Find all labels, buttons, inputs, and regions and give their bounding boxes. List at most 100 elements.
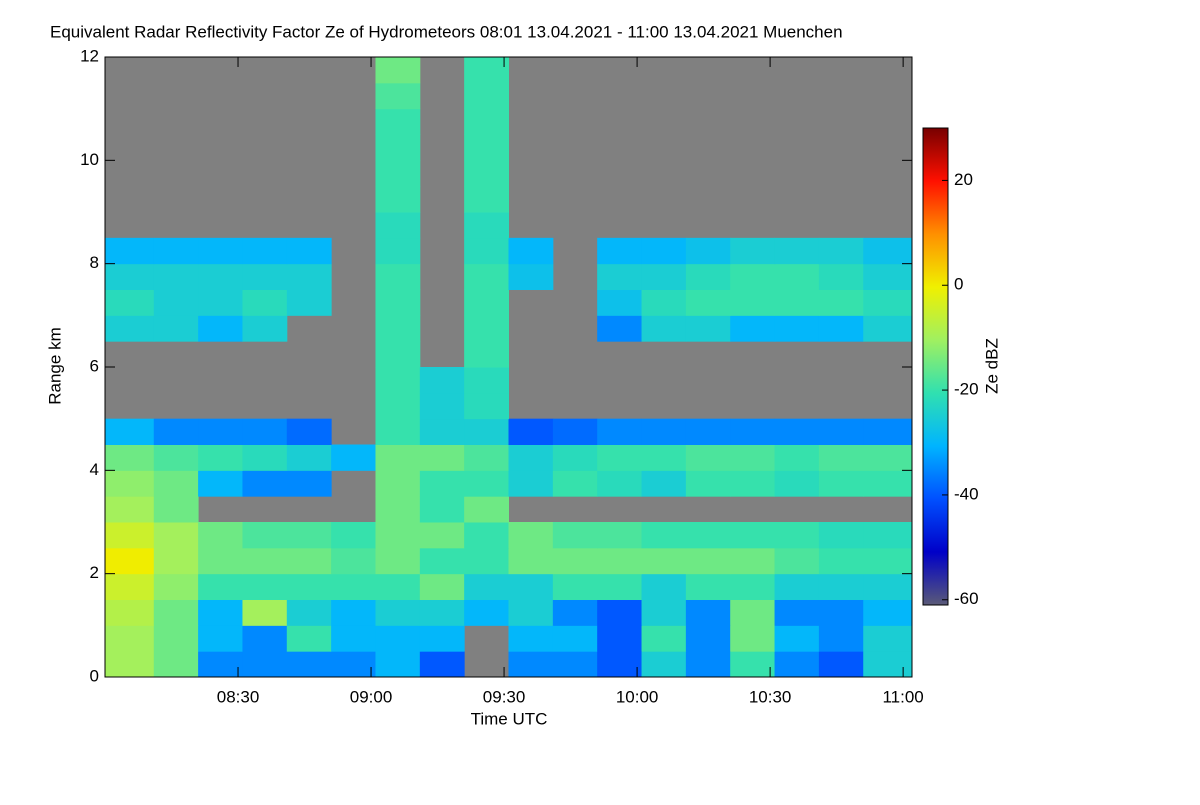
heatmap-cell	[198, 263, 243, 290]
heatmap-cell	[641, 315, 687, 342]
heatmap-cell	[597, 237, 643, 265]
heatmap-cell	[286, 599, 332, 626]
heatmap-cell	[286, 418, 332, 445]
heatmap-cell	[198, 470, 243, 497]
heatmap-cell	[375, 134, 421, 161]
x-tick-label: 11:00	[882, 687, 923, 706]
heatmap-cell	[242, 289, 288, 316]
heatmap-cell	[464, 237, 509, 265]
heatmap-cell	[375, 522, 421, 549]
heatmap-cell	[597, 315, 643, 342]
heatmap-cell	[863, 263, 913, 290]
heatmap-cell	[242, 651, 288, 678]
heatmap-cell	[375, 547, 421, 575]
heatmap-cell	[641, 522, 687, 549]
y-tick-label: 2	[90, 563, 99, 582]
heatmap-cell	[464, 134, 509, 161]
heatmap-cell	[105, 573, 155, 600]
heatmap-cell	[774, 444, 820, 471]
heatmap-cell	[685, 573, 731, 600]
heatmap-cell	[774, 289, 820, 316]
heatmap-cell	[153, 444, 199, 471]
heatmap-cell	[375, 341, 421, 368]
heatmap-cell	[153, 263, 199, 290]
heatmap-cell	[464, 315, 509, 342]
heatmap-cell	[685, 470, 731, 497]
heatmap-cell	[105, 418, 155, 445]
heatmap-cell	[464, 160, 509, 187]
heatmap-cell	[774, 547, 820, 575]
heatmap-cell	[198, 315, 243, 342]
heatmap-cell	[552, 547, 598, 575]
heatmap-cell	[552, 522, 598, 549]
heatmap-cell	[818, 573, 864, 600]
heatmap-cell	[419, 651, 465, 678]
heatmap-cell	[508, 547, 554, 575]
heatmap-cell	[508, 263, 554, 290]
heatmap-cell	[153, 651, 199, 678]
heatmap-cell	[552, 573, 598, 600]
heatmap-cell	[153, 496, 199, 523]
heatmap-cell	[419, 625, 465, 652]
heatmap-cell	[198, 444, 243, 471]
heatmap-cell	[818, 444, 864, 471]
heatmap-cell	[597, 444, 643, 471]
heatmap-cell	[375, 418, 421, 445]
heatmap-cell	[242, 315, 288, 342]
heatmap-cell	[730, 470, 776, 497]
heatmap-cell	[286, 444, 332, 471]
heatmap-cell	[419, 392, 465, 420]
heatmap-cell	[198, 522, 243, 549]
heatmap-cell	[464, 108, 509, 135]
heatmap-cell	[597, 418, 643, 445]
heatmap-cell	[774, 470, 820, 497]
heatmap-cell	[685, 237, 731, 265]
heatmap-cell	[774, 573, 820, 600]
heatmap-cell	[730, 444, 776, 471]
heatmap-cell	[375, 237, 421, 265]
x-tick-label: 09:00	[350, 687, 393, 706]
heatmap-cell	[375, 315, 421, 342]
heatmap-cell	[286, 625, 332, 652]
heatmap-cell	[641, 444, 687, 471]
heatmap-cell	[464, 522, 509, 549]
heatmap-cell	[641, 625, 687, 652]
heatmap-cell	[685, 522, 731, 549]
heatmap-cell	[419, 547, 465, 575]
heatmap-cell	[730, 263, 776, 290]
heatmap-cell	[419, 367, 465, 394]
heatmap-cell	[464, 444, 509, 471]
heatmap-cell	[863, 237, 913, 265]
heatmap-cell	[818, 522, 864, 549]
heatmap-cell	[242, 599, 288, 626]
heatmap-cell	[641, 651, 687, 678]
heatmap-cell	[863, 599, 913, 626]
heatmap-cell	[464, 573, 509, 600]
heatmap-cell	[464, 212, 509, 239]
heatmap-cell	[685, 547, 731, 575]
heatmap-cell	[375, 599, 421, 626]
colorbar-label: Ze dBZ	[982, 338, 1001, 394]
heatmap-cell	[597, 625, 643, 652]
heatmap-cell	[331, 599, 376, 626]
heatmap-cell	[774, 418, 820, 445]
y-tick-label: 8	[90, 253, 99, 272]
heatmap-cell	[286, 289, 332, 316]
heatmap-cell	[286, 470, 332, 497]
heatmap-cell	[242, 625, 288, 652]
heatmap-cell	[242, 263, 288, 290]
heatmap-cell	[375, 444, 421, 471]
heatmap-cell	[818, 547, 864, 575]
heatmap-cell	[105, 315, 155, 342]
heatmap-cell	[774, 522, 820, 549]
heatmap-cell	[105, 289, 155, 316]
heatmap-cell	[552, 625, 598, 652]
heatmap-cell	[863, 573, 913, 600]
heatmap-cell	[198, 547, 243, 575]
heatmap-cell	[774, 651, 820, 678]
heatmap-cell	[685, 444, 731, 471]
heatmap-cell	[508, 625, 554, 652]
heatmap-cell	[508, 444, 554, 471]
heatmap-cell	[375, 263, 421, 290]
